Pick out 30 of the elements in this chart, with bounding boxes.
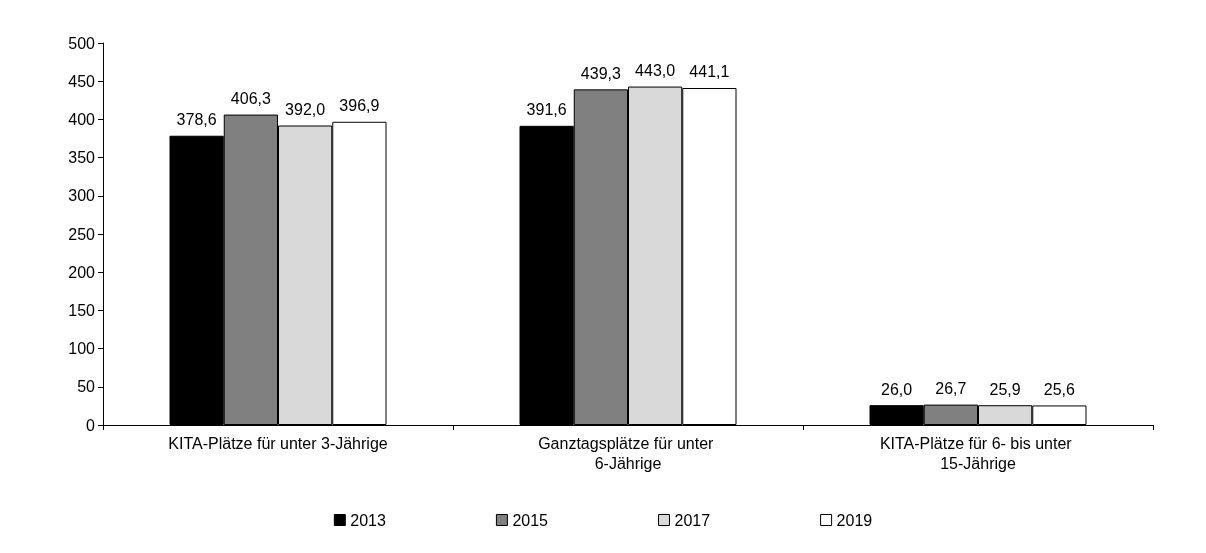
data-label: 443,0 [635, 62, 676, 80]
x-tick-label: Ganztagsplätze für unter 6-Jährige [538, 434, 718, 472]
legend-label: 2019 [836, 511, 873, 529]
x-tick-label: KITA-Plätze für 6- bis unter 15-Jährige [879, 434, 1077, 472]
x-tick-label: KITA-Plätze für unter 3-Jährige [168, 434, 388, 452]
legend-label: 2015 [512, 511, 549, 529]
y-tick-label: 400 [68, 110, 96, 128]
y-tick-label: 450 [68, 72, 96, 90]
data-label: 26,0 [881, 380, 913, 398]
y-tick-label: 100 [68, 340, 96, 358]
data-label: 439,3 [580, 64, 621, 82]
y-tick-label: 350 [68, 149, 96, 167]
legend-label: 2017 [674, 511, 711, 529]
y-tick-label: 0 [86, 416, 96, 434]
y-tick-label: 500 [68, 34, 96, 52]
data-label: 406,3 [230, 90, 271, 108]
data-label: 378,6 [176, 111, 217, 129]
y-tick-label: 200 [68, 263, 96, 281]
data-label: 26,7 [935, 380, 967, 398]
y-tick-label: 50 [77, 378, 96, 396]
data-label: 441,1 [689, 63, 730, 81]
data-label: 392,0 [285, 101, 326, 119]
y-tick-label: 250 [68, 225, 96, 243]
y-tick-label: 300 [68, 187, 96, 205]
legend-label: 2013 [350, 511, 387, 529]
data-label: 391,6 [526, 101, 567, 119]
y-tick-label: 150 [68, 301, 96, 319]
data-label: 25,9 [989, 380, 1021, 398]
data-label: 25,6 [1043, 380, 1076, 398]
data-label: 396,9 [339, 97, 380, 115]
